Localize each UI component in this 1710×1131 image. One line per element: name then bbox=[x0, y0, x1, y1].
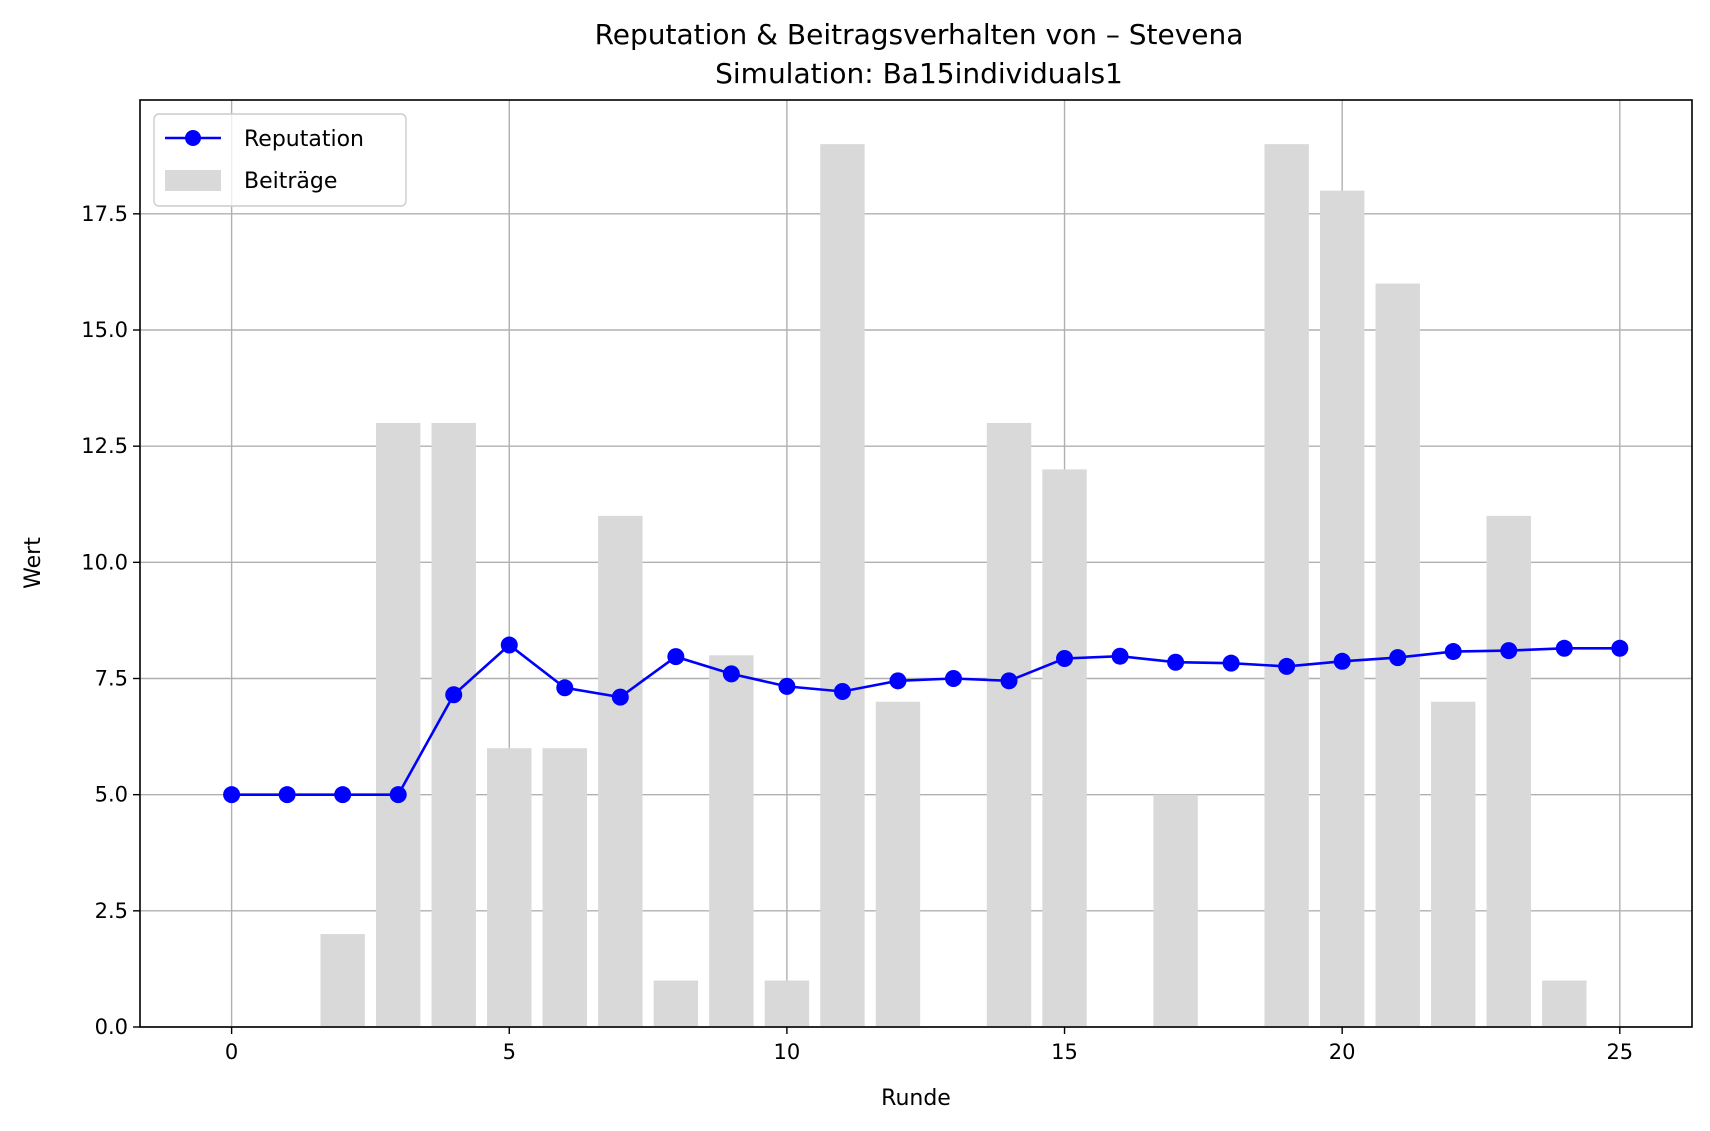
point-reputation-3 bbox=[389, 786, 407, 804]
bar-beitraege-19 bbox=[1264, 144, 1309, 1028]
bar-beitraege-20 bbox=[1319, 190, 1365, 1028]
bar-beitraege-2 bbox=[320, 934, 365, 1027]
point-reputation-16 bbox=[1111, 647, 1129, 665]
line-layer bbox=[223, 636, 1629, 804]
point-reputation-21 bbox=[1389, 649, 1407, 667]
point-reputation-11 bbox=[833, 683, 851, 701]
bar-beitraege-23 bbox=[1486, 515, 1531, 1027]
point-reputation-17 bbox=[1167, 653, 1185, 671]
point-reputation-5 bbox=[500, 636, 518, 654]
y-axis-label: Wert bbox=[21, 537, 46, 589]
y-tick-label: 2.5 bbox=[95, 899, 128, 923]
bar-beitraege-14 bbox=[986, 422, 1032, 1028]
legend-reputation-swatch-marker bbox=[185, 130, 201, 146]
bar-beitraege-17 bbox=[1153, 794, 1198, 1027]
chart-title: Reputation & Beitragsverhalten von – Ste… bbox=[595, 18, 1244, 51]
point-reputation-1 bbox=[278, 786, 296, 804]
legend-reputation-label: Reputation bbox=[244, 127, 364, 152]
bar-beitraege-7 bbox=[598, 515, 643, 1027]
legend-beitraege-swatch bbox=[165, 170, 221, 191]
y-tick-label: 7.5 bbox=[95, 667, 128, 691]
point-reputation-22 bbox=[1444, 643, 1462, 661]
legend-beitraege-label: Beiträge bbox=[244, 169, 337, 194]
y-tick-label: 0.0 bbox=[95, 1015, 128, 1039]
x-tick-label: 15 bbox=[1051, 1040, 1078, 1064]
point-reputation-15 bbox=[1056, 650, 1074, 668]
bar-beitraege-9 bbox=[709, 655, 754, 1027]
point-reputation-23 bbox=[1500, 642, 1518, 660]
bar-beitraege-10 bbox=[764, 980, 810, 1027]
bar-beitraege-5 bbox=[487, 748, 532, 1027]
y-tick-label: 12.5 bbox=[81, 434, 128, 458]
point-reputation-14 bbox=[1000, 672, 1018, 690]
bar-beitraege-6 bbox=[542, 748, 587, 1027]
y-tick-label: 15.0 bbox=[81, 318, 128, 342]
bar-beitraege-12 bbox=[875, 701, 921, 1027]
point-reputation-2 bbox=[334, 786, 352, 804]
point-reputation-25 bbox=[1611, 639, 1629, 657]
point-reputation-10 bbox=[778, 677, 796, 695]
point-reputation-18 bbox=[1222, 654, 1240, 672]
x-tick-label: 10 bbox=[774, 1040, 801, 1064]
bar-beitraege-24 bbox=[1542, 980, 1587, 1027]
series-line-reputation bbox=[231, 643, 1620, 797]
point-reputation-12 bbox=[889, 672, 907, 690]
y-tick-label: 17.5 bbox=[81, 202, 128, 226]
chart-subtitle: Simulation: Ba15individuals1 bbox=[715, 57, 1123, 90]
bar-beitraege-8 bbox=[653, 980, 699, 1027]
bar-beitraege-3 bbox=[375, 422, 421, 1028]
point-reputation-20 bbox=[1333, 652, 1351, 670]
bar-beitraege-15 bbox=[1042, 469, 1087, 1027]
point-reputation-19 bbox=[1278, 657, 1296, 675]
point-reputation-13 bbox=[944, 670, 962, 688]
x-tick-label: 5 bbox=[503, 1040, 516, 1064]
point-reputation-9 bbox=[722, 665, 740, 683]
point-reputation-0 bbox=[223, 786, 241, 804]
point-reputation-24 bbox=[1555, 639, 1573, 657]
bars-layer bbox=[320, 144, 1587, 1028]
legend: Reputation Beiträge bbox=[153, 113, 407, 207]
y-tick-label: 5.0 bbox=[95, 783, 128, 807]
x-axis-label: Runde bbox=[881, 1086, 951, 1111]
bar-beitraege-22 bbox=[1431, 701, 1476, 1027]
bar-beitraege-4 bbox=[431, 422, 476, 1028]
bar-beitraege-11 bbox=[820, 144, 865, 1028]
point-reputation-6 bbox=[556, 679, 574, 697]
point-reputation-7 bbox=[611, 688, 629, 706]
x-tick-label: 20 bbox=[1329, 1040, 1356, 1064]
x-tick-label: 25 bbox=[1606, 1040, 1633, 1064]
x-tick-label: 0 bbox=[225, 1040, 238, 1064]
x-ticks: 0 5 10 15 20 25 bbox=[225, 1027, 1633, 1064]
point-reputation-4 bbox=[445, 686, 463, 704]
y-ticks: 0.0 2.5 5.0 7.5 10.0 12.5 15.0 17.5 bbox=[81, 202, 140, 1039]
point-reputation-8 bbox=[667, 648, 685, 666]
y-tick-label: 10.0 bbox=[81, 550, 128, 574]
axes-frame bbox=[139, 99, 1693, 1028]
